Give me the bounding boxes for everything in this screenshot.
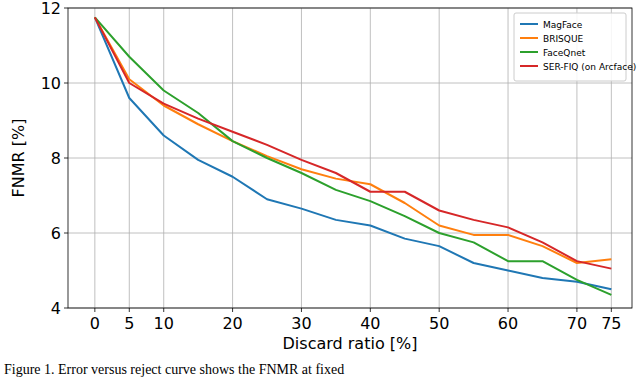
tick-label: 75 xyxy=(601,314,621,333)
grid-line xyxy=(68,83,632,84)
tick xyxy=(508,308,509,312)
tick xyxy=(576,308,577,312)
tick-label: 12 xyxy=(41,0,61,18)
legend-swatch xyxy=(520,65,538,67)
tick-label: 20 xyxy=(222,314,242,333)
tick-label: 0 xyxy=(90,314,100,333)
tick-label: 4 xyxy=(51,299,61,318)
legend-label: FaceQnet xyxy=(543,48,586,58)
tick-label: 6 xyxy=(51,224,61,243)
tick-label: 30 xyxy=(291,314,311,333)
tick-label: 10 xyxy=(41,74,61,93)
tick-label: 40 xyxy=(360,314,380,333)
tick xyxy=(232,308,233,312)
tick-label: 60 xyxy=(498,314,518,333)
tick-label: 8 xyxy=(51,149,61,168)
legend-swatch xyxy=(520,51,538,53)
grid-line xyxy=(163,8,164,308)
grid-line xyxy=(232,8,233,308)
tick xyxy=(129,308,130,312)
tick xyxy=(439,308,440,312)
tick-label: 5 xyxy=(124,314,134,333)
tick xyxy=(163,308,164,312)
tick xyxy=(301,308,302,312)
legend-swatch xyxy=(520,23,538,25)
legend-label: MagFace xyxy=(543,20,583,30)
tick xyxy=(64,83,68,84)
grid-line xyxy=(129,8,130,308)
grid-line xyxy=(94,8,95,308)
x-axis-label: Discard ratio [%] xyxy=(283,334,418,353)
grid-line xyxy=(439,8,440,308)
tick xyxy=(64,308,68,309)
frame xyxy=(68,8,632,308)
tick-label: 50 xyxy=(429,314,449,333)
grid-line xyxy=(370,8,371,308)
tick xyxy=(370,308,371,312)
grid-line xyxy=(68,233,632,234)
tick xyxy=(64,233,68,234)
tick xyxy=(611,308,612,312)
grid-line xyxy=(508,8,509,308)
chart: 4 6 8 10 12 0 5 10 20 30 40 50 60 70 75 MagFace BRISQUE F… xyxy=(0,0,640,380)
grid-line xyxy=(301,8,302,308)
grid-line xyxy=(68,158,632,159)
plot-bg xyxy=(68,8,632,308)
legend-swatch xyxy=(520,37,538,39)
y-axis-label: FNMR [%] xyxy=(9,119,28,198)
legend-label: SER-FIQ (on Arcface) xyxy=(543,62,636,72)
caption: Figure 1. Error versus reject curve show… xyxy=(4,362,344,377)
tick xyxy=(64,158,68,159)
tick-label: 70 xyxy=(567,314,587,333)
tick xyxy=(94,308,95,312)
tick-label: 10 xyxy=(154,314,174,333)
legend: MagFace BRISQUE FaceQnet SER-FIQ (on Arcfac… xyxy=(514,13,636,81)
legend-label: BRISQUE xyxy=(543,34,583,44)
tick xyxy=(64,8,68,9)
